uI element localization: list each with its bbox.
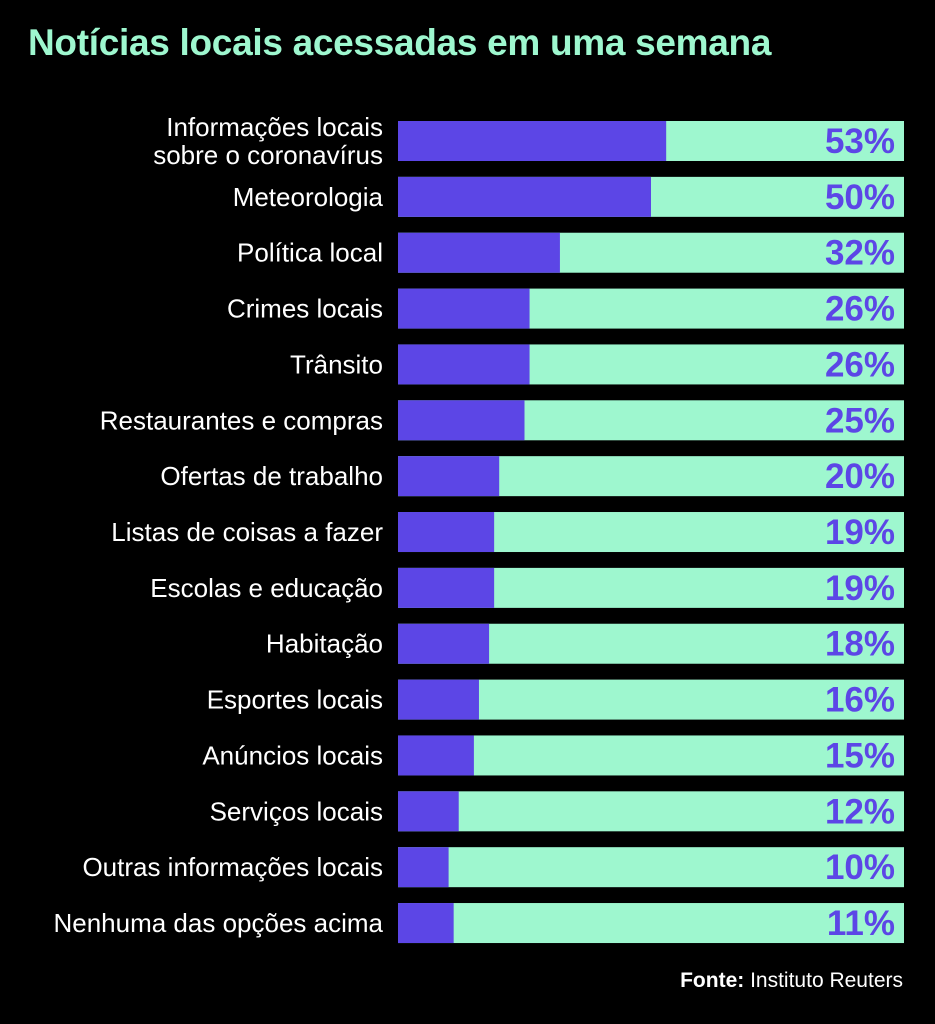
category-label: Nenhuma das opções acima	[53, 908, 383, 938]
bar	[398, 847, 449, 888]
bar-track	[398, 903, 904, 944]
chart-title: Notícias locais acessadas em uma semana	[28, 22, 772, 63]
bar-row: 26% Trânsito	[290, 344, 904, 385]
category-label: sobre o coronavírus	[153, 140, 383, 170]
category-label: Listas de coisas a fazer	[111, 517, 383, 547]
category-label: Habitação	[266, 629, 383, 659]
value-label: 26%	[825, 345, 895, 384]
category-label: Anúncios locais	[202, 740, 383, 770]
bar	[398, 400, 525, 441]
bar-row: 19% Escolas e educação	[150, 567, 904, 608]
value-label: 11%	[827, 904, 895, 943]
category-label: Escolas e educação	[150, 573, 383, 603]
value-label: 18%	[825, 625, 895, 664]
bar	[398, 232, 560, 273]
value-label: 26%	[825, 290, 895, 329]
bar	[398, 679, 479, 720]
bar	[398, 791, 459, 832]
source-text: Instituto Reuters	[744, 969, 903, 992]
bar-row: 15% Anúncios locais	[202, 735, 904, 776]
value-label: 50%	[825, 178, 895, 217]
bar	[398, 121, 667, 161]
bar-track	[398, 847, 904, 888]
bar-row: 16% Esportes locais	[207, 679, 904, 720]
bar-row: 10% Outras informações locais	[82, 847, 904, 888]
bar-row: 25% Restaurantes e compras	[100, 400, 904, 441]
bar-row: 32% Política local	[237, 232, 904, 273]
bar	[398, 735, 474, 776]
bar	[398, 176, 651, 217]
category-label: Informações locais	[166, 112, 383, 142]
category-label: Restaurantes e compras	[100, 405, 383, 435]
bar-row: 11% Nenhuma das opções acima	[53, 903, 904, 944]
bar	[398, 567, 495, 608]
category-label: Trânsito	[290, 349, 383, 379]
bar-row: 20% Ofertas de trabalho	[160, 456, 904, 497]
category-label: Esportes locais	[207, 685, 383, 715]
category-label: Meteorologia	[233, 182, 384, 212]
bar-row: 19% Listas de coisas a fazer	[111, 512, 904, 553]
value-label: 32%	[825, 234, 895, 273]
source-note: Fonte: Instituto Reuters	[680, 969, 903, 993]
bar-track	[398, 791, 904, 832]
bar	[398, 512, 495, 553]
value-label: 53%	[825, 122, 895, 161]
value-label: 16%	[825, 681, 895, 720]
bar	[398, 456, 500, 497]
bar-track	[398, 679, 904, 720]
bar	[398, 288, 530, 329]
bar	[398, 344, 530, 385]
value-label: 15%	[825, 736, 895, 775]
value-label: 10%	[825, 848, 895, 887]
bar-row: 26% Crimes locais	[227, 288, 904, 329]
value-label: 19%	[825, 569, 895, 608]
source-label: Fonte:	[680, 969, 745, 992]
value-label: 12%	[825, 792, 895, 831]
bar	[398, 903, 454, 944]
bar-row: 12% Serviços locais	[210, 791, 904, 832]
value-label: 19%	[825, 513, 895, 552]
value-label: 20%	[825, 457, 895, 496]
bar-row: 18% Habitação	[266, 623, 904, 664]
category-label: Ofertas de trabalho	[160, 461, 383, 491]
value-label: 25%	[825, 401, 895, 440]
category-label: Crimes locais	[227, 294, 383, 324]
bar-track	[398, 735, 904, 776]
category-label: Serviços locais	[210, 796, 383, 826]
category-label: Política local	[237, 238, 383, 268]
category-label: Outras informações locais	[82, 852, 383, 882]
bar-row: 50% Meteorologia	[233, 176, 904, 217]
bar	[398, 623, 490, 664]
